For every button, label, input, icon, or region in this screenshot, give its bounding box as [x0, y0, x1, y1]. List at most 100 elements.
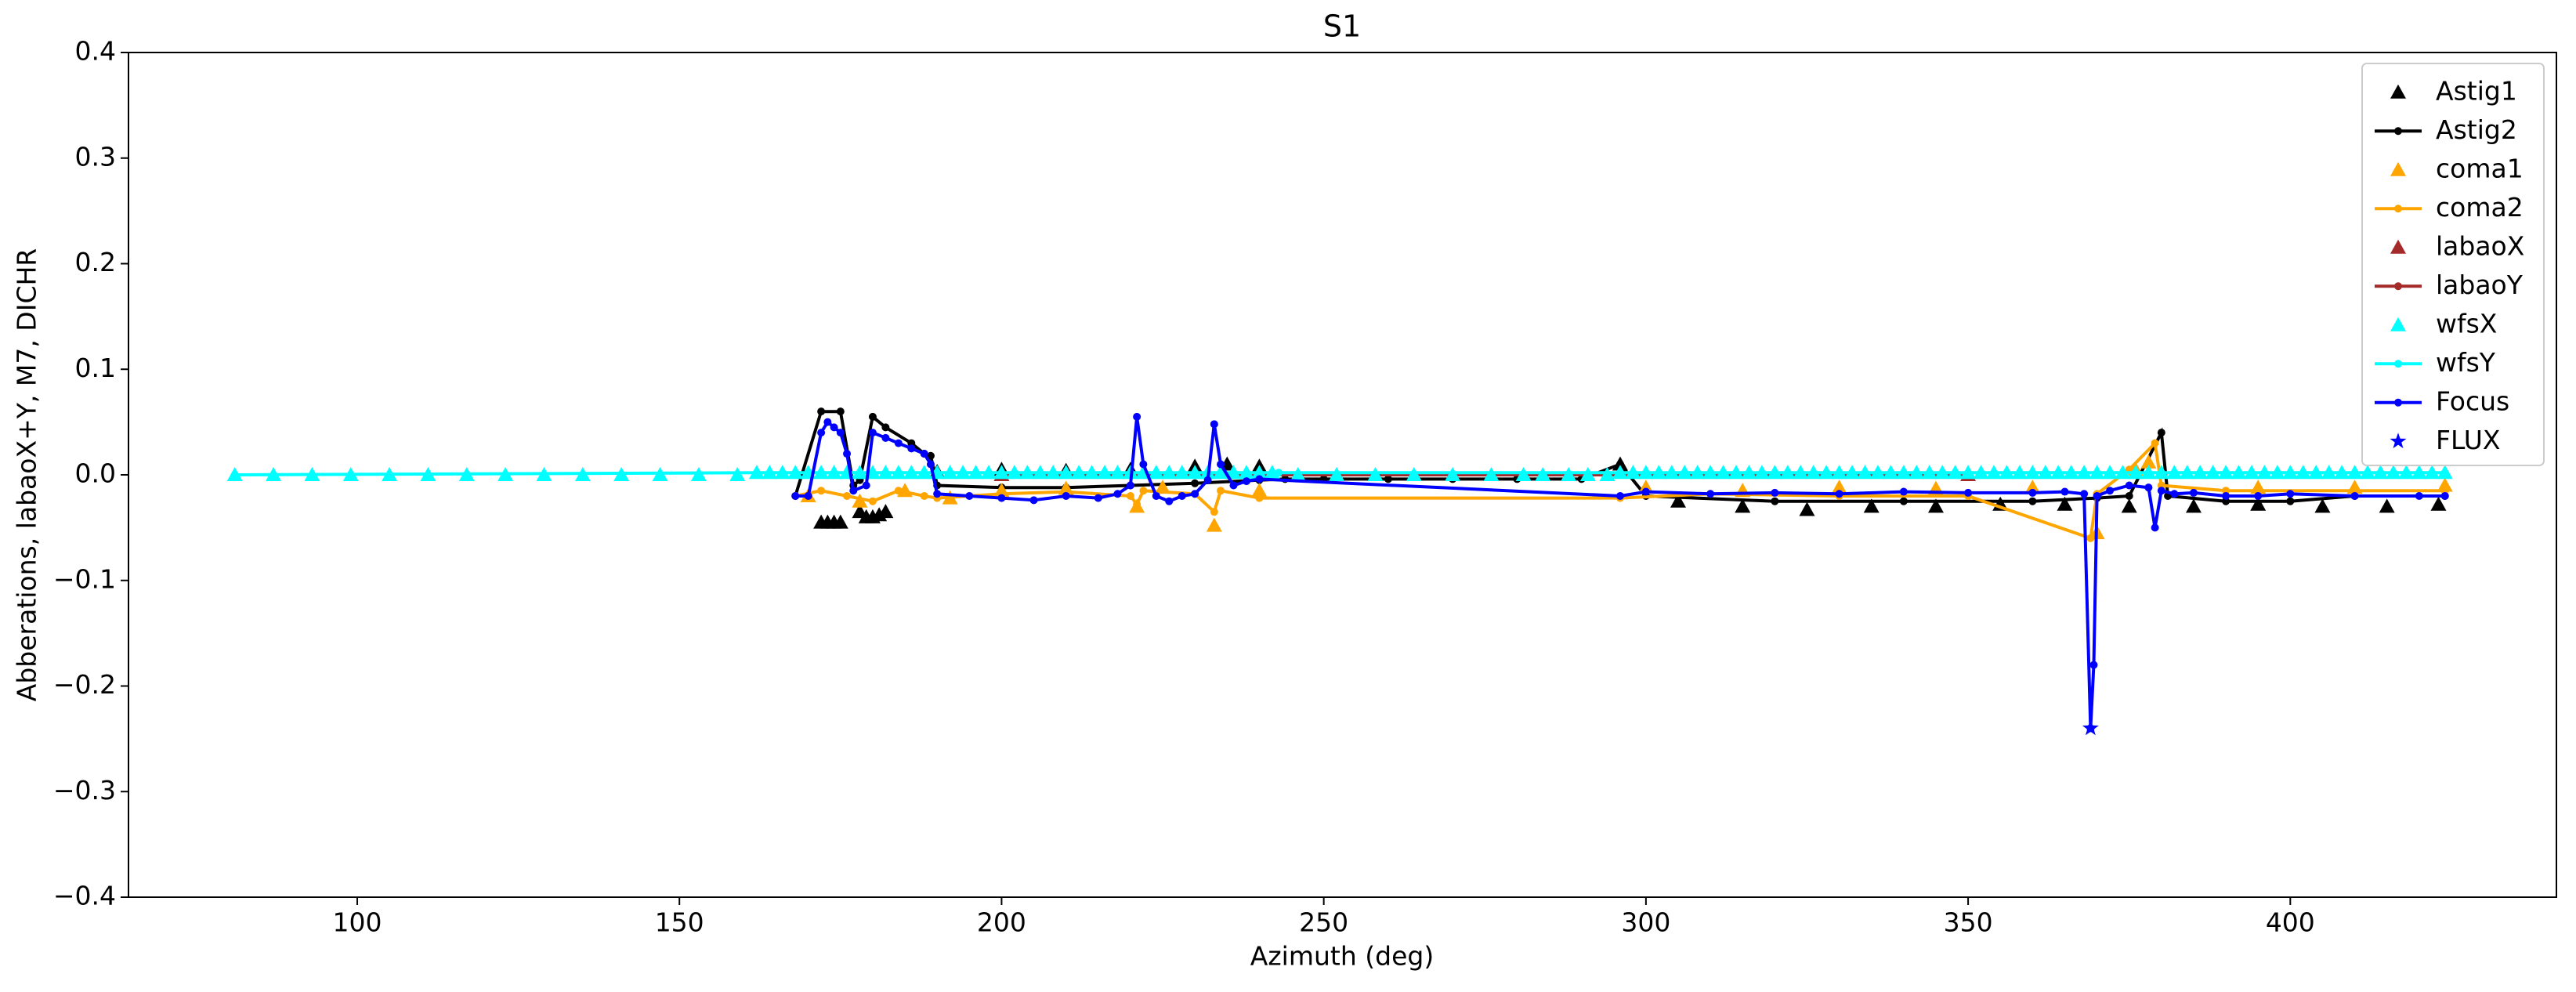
series-dot: [2254, 491, 2263, 500]
series-dot: [1384, 475, 1392, 483]
series-dot: [2151, 439, 2159, 447]
y-axis-label: Abberations, labaoX+Y, M7, DICHR: [12, 248, 42, 701]
series-dot: [1133, 412, 1141, 421]
series-dot: [1771, 488, 1779, 497]
x-tick-label: 350: [1944, 907, 1993, 938]
legend-label: coma1: [2436, 153, 2524, 183]
triangle-marker: [1927, 498, 1944, 513]
series-dot: [2089, 661, 2098, 669]
series-dot: [2093, 491, 2101, 500]
triangle-marker: [877, 504, 894, 519]
legend-triangle: [2390, 317, 2406, 331]
series-dot: [1255, 475, 1264, 483]
series-dot: [862, 481, 870, 490]
triangle-marker: [2185, 498, 2202, 513]
series-dot: [1275, 469, 1283, 477]
series-dot: [791, 491, 800, 500]
series-dot: [1029, 496, 1038, 505]
legend-label: wfsY: [2436, 347, 2496, 378]
series-dot: [1178, 491, 1186, 500]
series-dot: [920, 450, 928, 458]
series-dot: [230, 471, 239, 479]
series-dot: [1242, 477, 1250, 486]
x-tick-label: 300: [1621, 907, 1670, 938]
series-dot: [1615, 469, 1624, 477]
series-dot: [1771, 497, 1779, 505]
legend-label: Astig1: [2436, 75, 2517, 106]
x-tick-label: 150: [655, 907, 704, 938]
series-dot: [1139, 460, 1148, 469]
series-dot: [2060, 487, 2069, 496]
legend-dot: [2394, 205, 2402, 213]
legend-label: wfsX: [2436, 308, 2497, 339]
legend-label: Focus: [2436, 386, 2509, 416]
series-dot: [2157, 487, 2165, 495]
series-dot: [868, 429, 877, 437]
series-dot: [1165, 497, 1174, 505]
legend-triangle: [2390, 239, 2406, 254]
series-dot: [2286, 497, 2295, 505]
y-tick-label: −0.1: [53, 563, 116, 594]
x-tick-label: 400: [2266, 907, 2315, 938]
triangle-marker: [2379, 498, 2395, 513]
series-dot: [804, 491, 812, 500]
legend-label: labaoY: [2436, 270, 2524, 300]
series-dot: [2086, 534, 2095, 542]
legend-dot: [2394, 360, 2402, 368]
series-dot: [2125, 481, 2133, 490]
series-dot: [817, 487, 826, 495]
series-dot: [817, 429, 826, 437]
triangle-marker: [1863, 498, 1880, 513]
series-dot: [926, 451, 935, 460]
y-tick-label: 0.4: [75, 36, 116, 67]
series-dot: [1835, 490, 1843, 498]
series-dot: [1139, 487, 1148, 495]
legend-dot: [2394, 282, 2402, 291]
series-dot: [1899, 487, 1908, 496]
series-dot: [2157, 429, 2165, 437]
series-dot: [2415, 491, 2423, 500]
triangle-marker: [1735, 498, 1751, 513]
series-dot: [2144, 483, 2153, 492]
series-dot: [2151, 523, 2159, 532]
triangle-marker: [2057, 496, 2073, 511]
legend-label: labaoX: [2436, 230, 2524, 261]
y-tick-label: 0.3: [75, 141, 116, 172]
triangle-marker: [2430, 496, 2447, 511]
series-dot: [2170, 490, 2179, 498]
star-marker: [2082, 719, 2099, 736]
series-dot: [2286, 490, 2295, 498]
series-dot: [868, 497, 877, 505]
series-dot: [1113, 490, 1122, 498]
triangle-marker: [832, 514, 848, 529]
triangle-marker: [2437, 477, 2453, 492]
series-dot: [894, 439, 903, 447]
series-dot: [2106, 487, 2115, 495]
series-dot: [836, 429, 845, 437]
series-dot: [926, 460, 935, 469]
series-dot: [920, 491, 928, 500]
series-dot: [1062, 491, 1070, 500]
triangle-marker: [852, 493, 868, 508]
series-dot: [1641, 487, 1650, 496]
plot-frame: [128, 52, 2557, 898]
series-dot: [1615, 460, 1624, 469]
y-tick-label: −0.4: [53, 881, 116, 911]
legend-dot: [2394, 127, 2402, 136]
plot-area: [226, 407, 2453, 736]
legend-label: coma2: [2436, 192, 2524, 223]
y-tick-label: −0.3: [53, 775, 116, 806]
triangle-marker: [1251, 483, 1268, 498]
series-dot: [1210, 508, 1218, 516]
triangle-marker: [2140, 454, 2157, 469]
series-dot: [2028, 497, 2037, 505]
series-dot: [1152, 491, 1160, 500]
legend-label: Astig2: [2436, 114, 2517, 145]
legend-star: [2390, 433, 2407, 449]
series-dot: [1191, 490, 1199, 498]
x-tick-label: 250: [1299, 907, 1348, 938]
series-dot: [830, 423, 838, 432]
series-dot: [1217, 460, 1225, 469]
triangle-marker: [2250, 496, 2267, 511]
